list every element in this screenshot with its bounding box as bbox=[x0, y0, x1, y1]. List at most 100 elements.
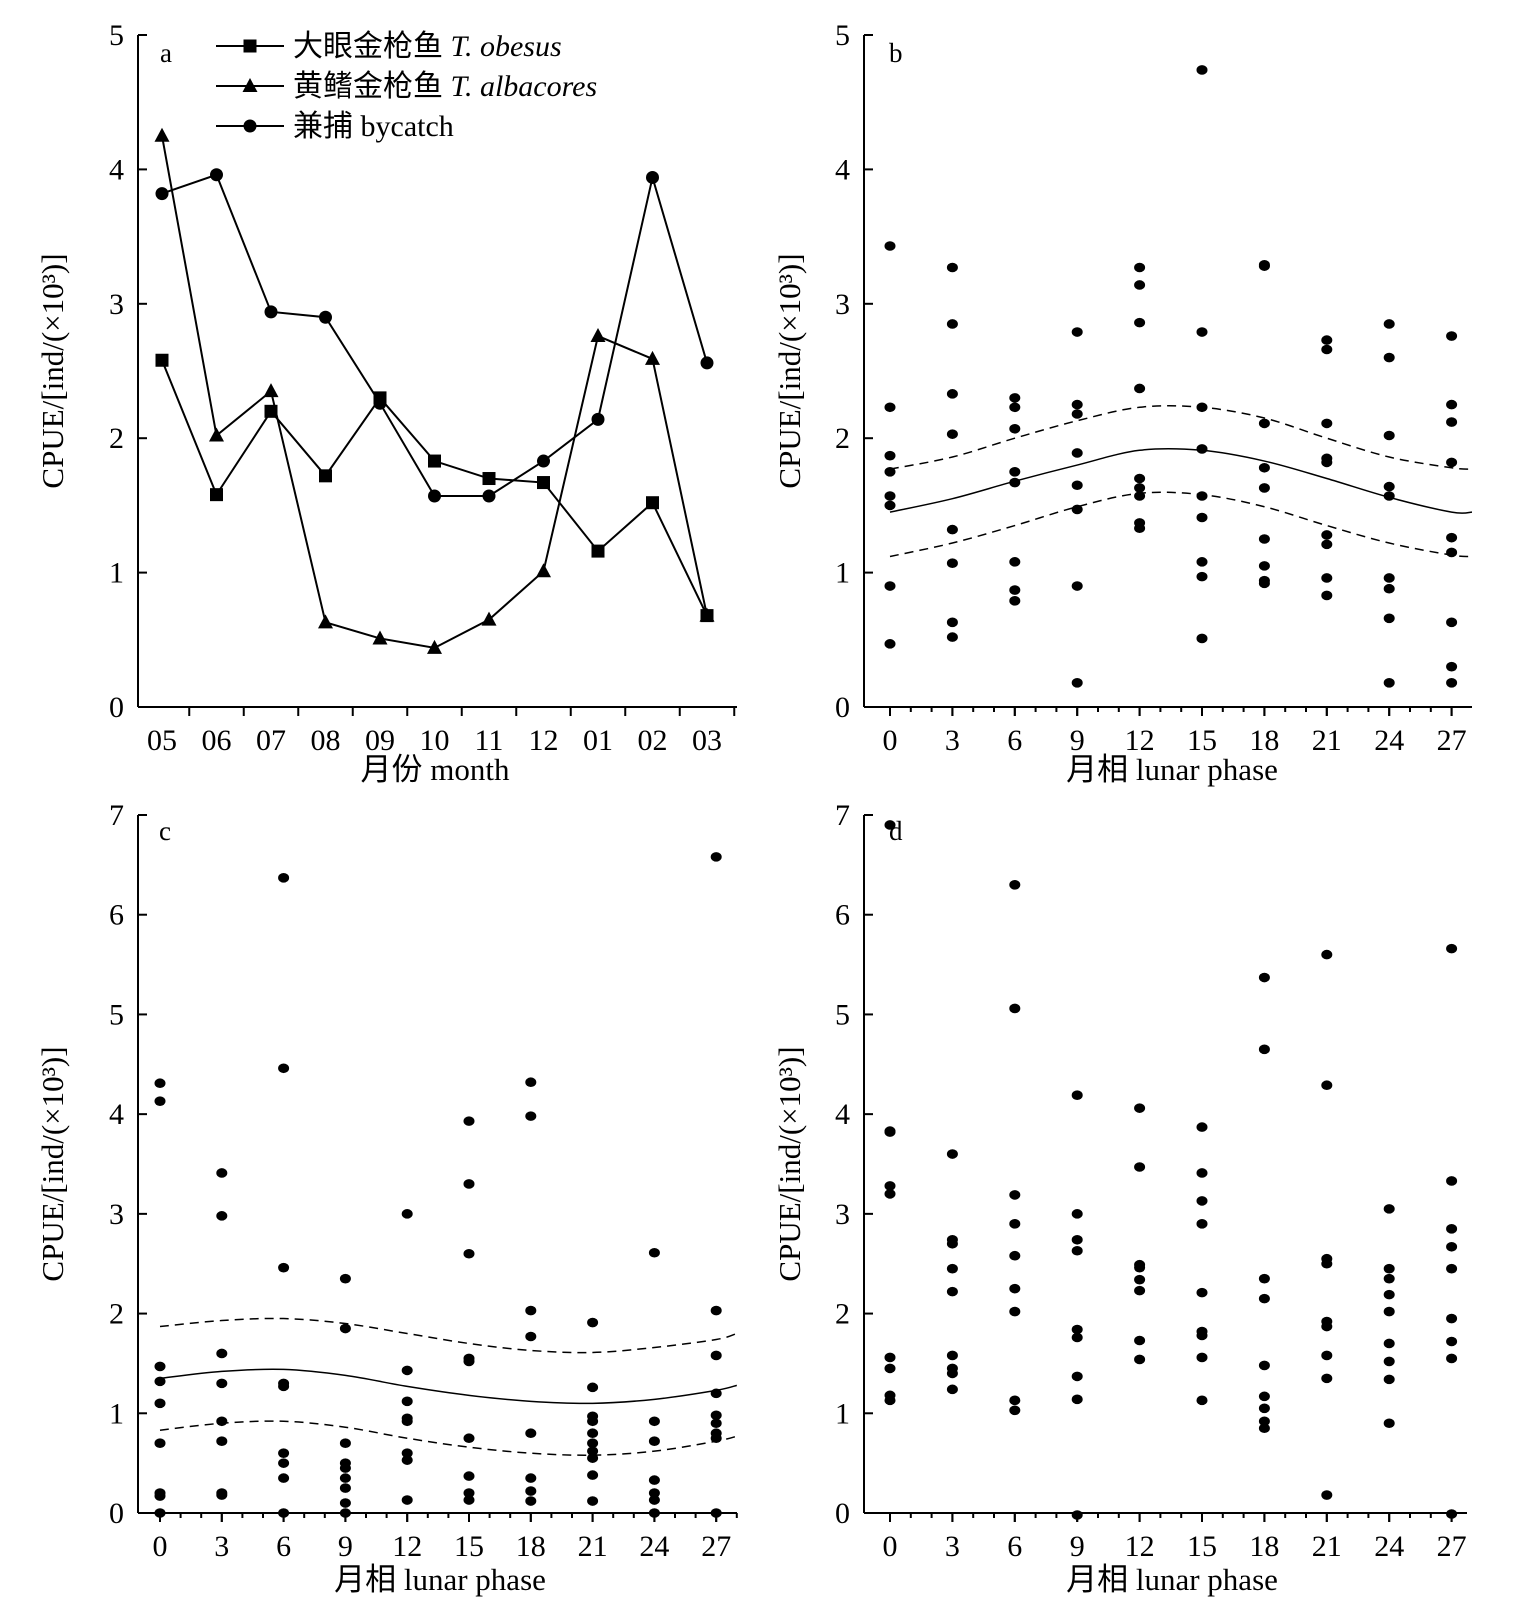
data-point-square bbox=[155, 353, 169, 367]
data-point bbox=[1196, 633, 1208, 644]
data-point bbox=[884, 1352, 896, 1363]
fit-line bbox=[889, 447, 1473, 514]
legend-label: 大眼金枪鱼 T. obesus bbox=[293, 30, 562, 63]
data-point bbox=[1196, 512, 1208, 523]
data-point bbox=[1009, 402, 1021, 413]
y-tick-label: 4 bbox=[109, 1098, 124, 1131]
data-point bbox=[1071, 480, 1083, 491]
data-point bbox=[1196, 1330, 1208, 1341]
data-point bbox=[339, 1498, 351, 1508]
x-tick-label: 3 bbox=[945, 1530, 960, 1563]
data-point bbox=[1321, 1321, 1333, 1332]
legend-label-space bbox=[443, 70, 451, 103]
data-point bbox=[1446, 532, 1458, 543]
data-point bbox=[154, 1438, 166, 1448]
y-tick-label: 5 bbox=[835, 998, 850, 1031]
data-point bbox=[710, 1418, 722, 1429]
data-point bbox=[587, 1446, 599, 1456]
x-tick-label: 6 bbox=[276, 1530, 291, 1563]
data-point bbox=[946, 319, 958, 329]
data-point-triangle bbox=[209, 427, 224, 442]
data-point bbox=[401, 1416, 413, 1427]
data-point bbox=[154, 1078, 166, 1089]
data-point bbox=[710, 1388, 722, 1399]
x-tick-label: 18 bbox=[516, 1530, 546, 1563]
x-axis-title: 月相 lunar phase bbox=[334, 1562, 546, 1597]
data-point bbox=[946, 1384, 958, 1395]
y-tick-label: 0 bbox=[835, 1497, 850, 1530]
data-point bbox=[1071, 399, 1083, 410]
data-point bbox=[1071, 581, 1083, 591]
data-point bbox=[1134, 280, 1146, 290]
y-tick-label: 2 bbox=[835, 1298, 850, 1331]
x-tick-label: 27 bbox=[701, 1530, 731, 1563]
y-tick-label: 6 bbox=[109, 899, 124, 932]
x-tick-label: 02 bbox=[638, 724, 668, 757]
y-axis-title: CPUE/[ind/(×10³)] bbox=[35, 253, 70, 488]
data-point bbox=[1134, 262, 1146, 273]
data-point bbox=[1258, 462, 1270, 473]
data-point bbox=[1383, 1273, 1395, 1284]
data-point bbox=[1446, 1176, 1458, 1186]
x-axis-title: 月份 month bbox=[361, 752, 510, 787]
data-point bbox=[884, 1395, 896, 1406]
x-tick-label: 01 bbox=[583, 724, 613, 757]
legend-label-cn: 兼捕 bbox=[293, 110, 353, 143]
data-point bbox=[884, 1181, 896, 1191]
data-point bbox=[946, 429, 958, 439]
data-point bbox=[1383, 319, 1395, 329]
data-point bbox=[154, 1376, 166, 1387]
data-point bbox=[587, 1453, 599, 1463]
data-point bbox=[1446, 1509, 1458, 1519]
data-point-triangle bbox=[481, 611, 497, 626]
data-point bbox=[1383, 573, 1395, 583]
series-line-circle bbox=[161, 173, 708, 497]
x-tick-label: 12 bbox=[1125, 1530, 1155, 1563]
data-point bbox=[339, 1473, 351, 1483]
data-point bbox=[1009, 393, 1021, 403]
data-point bbox=[1196, 402, 1208, 413]
data-point bbox=[587, 1428, 599, 1439]
data-point bbox=[1321, 1373, 1333, 1384]
data-point bbox=[1134, 473, 1146, 484]
legend-label: 黄鳍金枪鱼 T. albacores bbox=[293, 70, 597, 103]
x-axis-title: 月相 lunar phase bbox=[1066, 752, 1278, 787]
data-point bbox=[1134, 1285, 1146, 1296]
data-point bbox=[339, 1463, 351, 1473]
data-point bbox=[1383, 1338, 1395, 1349]
data-point bbox=[1321, 1350, 1333, 1361]
data-point bbox=[339, 1508, 351, 1518]
data-point bbox=[587, 1416, 599, 1427]
legend-marker-square bbox=[243, 39, 257, 53]
legend-label-latin: T. obesus bbox=[451, 30, 562, 63]
data-point bbox=[278, 1262, 290, 1273]
data-point bbox=[1446, 1353, 1458, 1364]
data-point bbox=[401, 1448, 413, 1458]
ci-upper-line bbox=[159, 1317, 738, 1354]
data-point bbox=[216, 1211, 228, 1221]
data-point-square bbox=[646, 496, 659, 510]
data-point bbox=[1009, 477, 1021, 488]
legend-label-latin: bycatch bbox=[361, 110, 454, 143]
x-tick-label: 15 bbox=[454, 1530, 484, 1563]
data-point bbox=[525, 1077, 537, 1088]
data-point bbox=[1009, 1405, 1021, 1416]
data-point bbox=[1258, 972, 1270, 983]
data-point bbox=[463, 1116, 475, 1126]
data-point bbox=[1071, 409, 1083, 419]
data-point bbox=[1321, 1490, 1333, 1500]
data-point-square bbox=[210, 488, 223, 502]
legend-marker-triangle bbox=[242, 78, 258, 92]
legend-label-latin: T. albacores bbox=[451, 70, 598, 103]
x-tick-label: 08 bbox=[311, 724, 341, 757]
data-point bbox=[401, 1365, 413, 1376]
data-point bbox=[463, 1471, 475, 1481]
data-point bbox=[463, 1495, 475, 1505]
data-point bbox=[1258, 418, 1270, 429]
x-axis-title: 月相 lunar phase bbox=[1066, 1562, 1278, 1597]
data-point bbox=[1258, 1044, 1270, 1055]
data-point-circle bbox=[428, 489, 441, 503]
data-point bbox=[1321, 344, 1333, 355]
data-point bbox=[1258, 1293, 1270, 1304]
data-point bbox=[884, 1127, 896, 1137]
